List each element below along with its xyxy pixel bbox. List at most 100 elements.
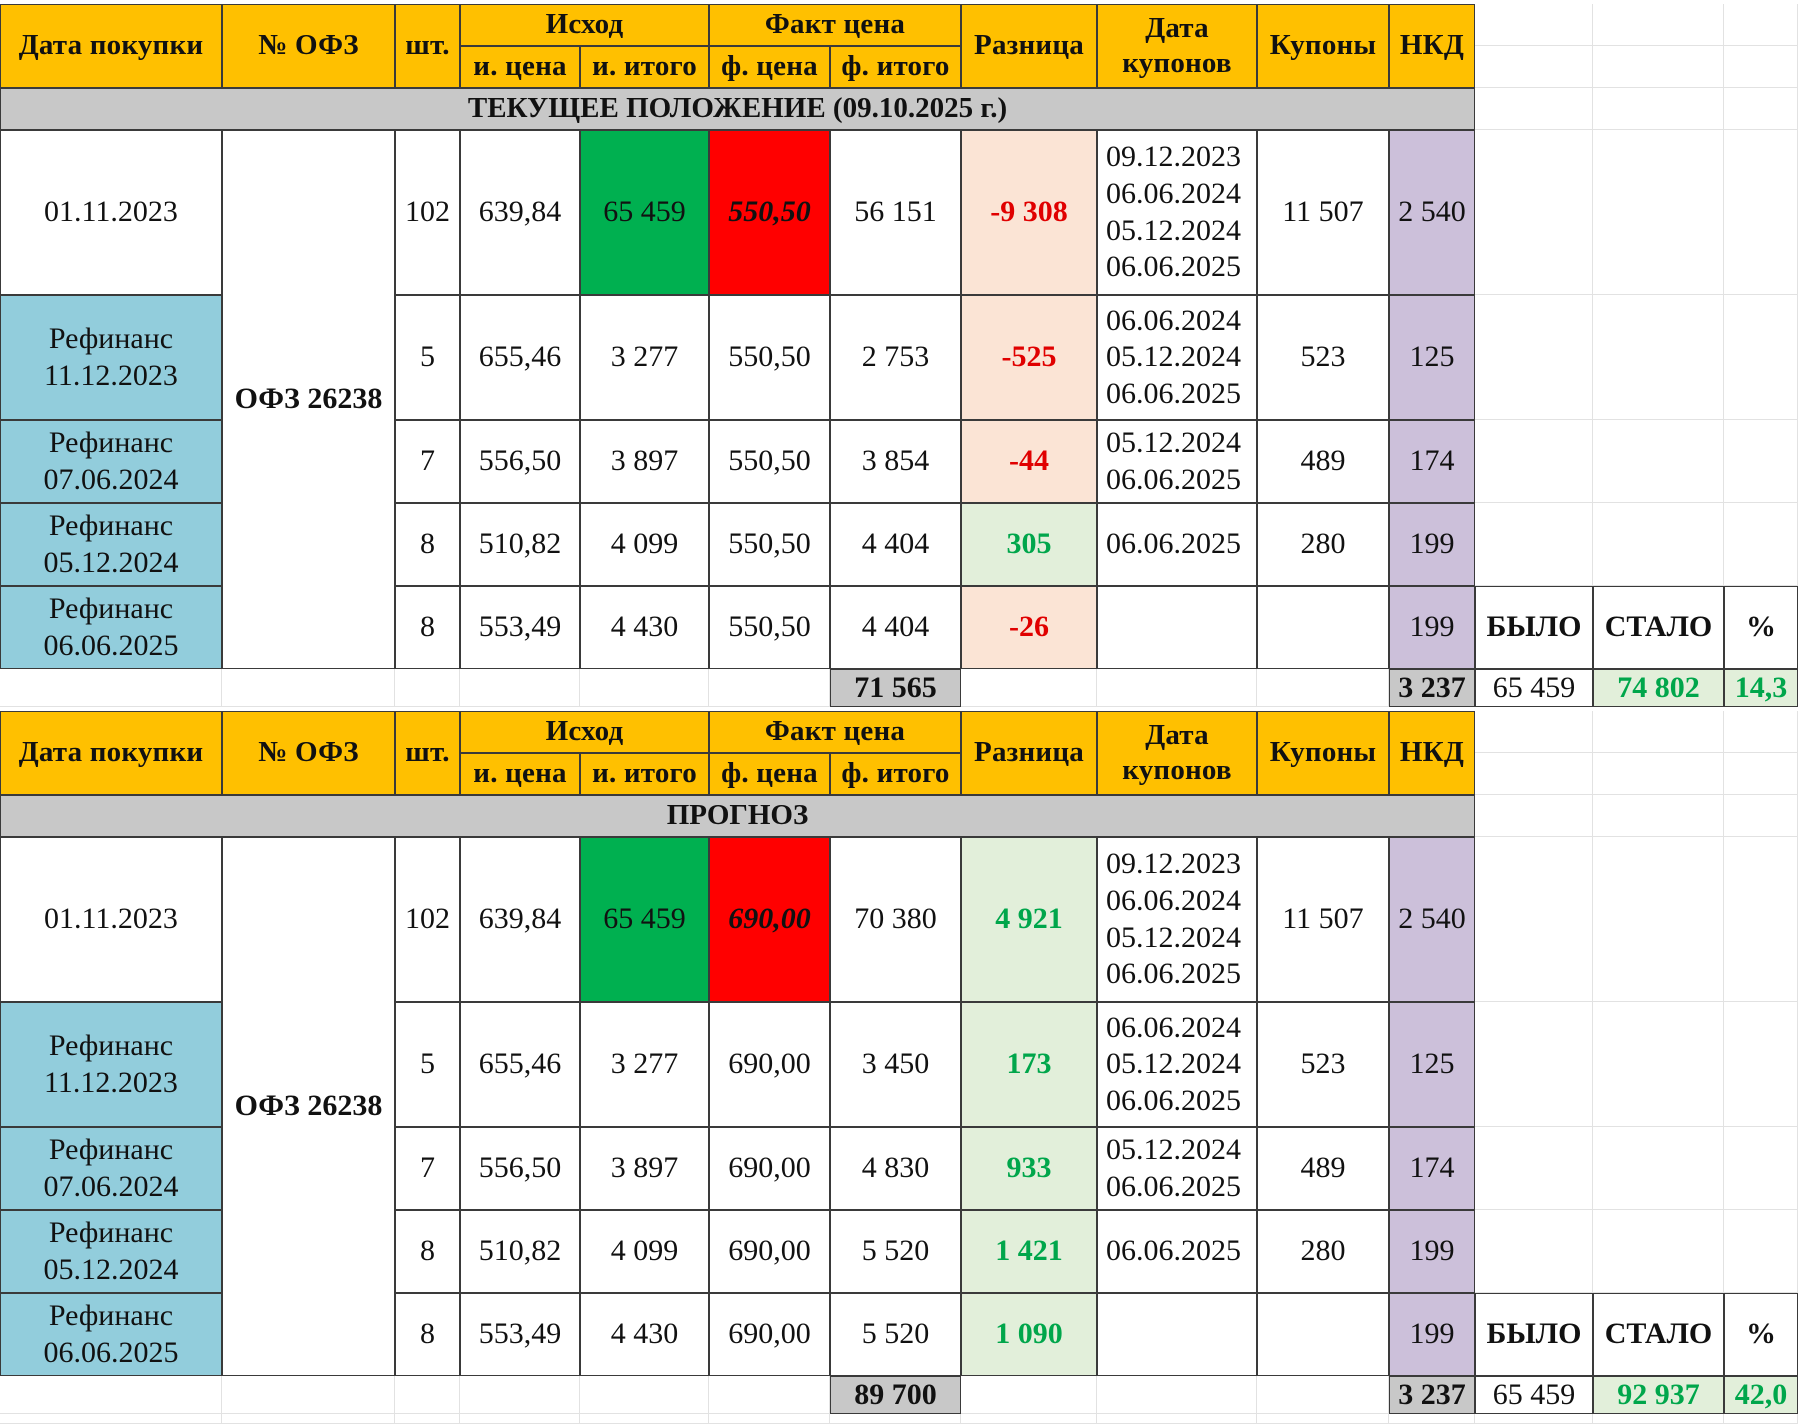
initial-price[interactable]: 556,50 bbox=[460, 420, 580, 503]
grid-cell[interactable] bbox=[1593, 88, 1724, 130]
difference[interactable]: 1 090 bbox=[961, 1293, 1097, 1376]
initial-price[interactable]: 655,46 bbox=[460, 1002, 580, 1127]
coupons[interactable]: 523 bbox=[1257, 295, 1389, 420]
grid-cell[interactable] bbox=[460, 1414, 580, 1424]
grid-cell[interactable] bbox=[1593, 1210, 1724, 1293]
purchase-date[interactable]: Рефинанс 06.06.2025 bbox=[0, 586, 222, 669]
grid-cell[interactable] bbox=[1724, 795, 1798, 837]
coupons[interactable]: 11 507 bbox=[1257, 837, 1389, 1002]
grid-cell[interactable] bbox=[1475, 295, 1593, 420]
coupons[interactable] bbox=[1257, 586, 1389, 669]
grid-cell[interactable] bbox=[1593, 1414, 1724, 1424]
actual-total[interactable]: 2 753 bbox=[830, 295, 961, 420]
grid-cell[interactable] bbox=[1724, 420, 1798, 503]
initial-price[interactable]: 510,82 bbox=[460, 1210, 580, 1293]
actual-total[interactable]: 5 520 bbox=[830, 1210, 961, 1293]
grid-cell[interactable] bbox=[1593, 4, 1724, 46]
actual-price[interactable]: 550,50 bbox=[709, 295, 830, 420]
grid-cell[interactable] bbox=[1593, 711, 1724, 753]
grid-cell[interactable] bbox=[222, 1414, 395, 1424]
grid-cell[interactable] bbox=[1475, 1127, 1593, 1210]
grid-cell[interactable] bbox=[580, 1414, 709, 1424]
initial-total[interactable]: 3 277 bbox=[580, 295, 709, 420]
difference[interactable]: 4 921 bbox=[961, 837, 1097, 1002]
purchase-date[interactable]: Рефинанс 07.06.2024 bbox=[0, 420, 222, 503]
grid-cell[interactable] bbox=[1593, 420, 1724, 503]
initial-total[interactable]: 4 099 bbox=[580, 1210, 709, 1293]
purchase-date[interactable]: Рефинанс 07.06.2024 bbox=[0, 1127, 222, 1210]
grid-cell[interactable] bbox=[1724, 1210, 1798, 1293]
grid-cell[interactable] bbox=[1593, 46, 1724, 88]
difference[interactable]: 933 bbox=[961, 1127, 1097, 1210]
actual-price[interactable]: 550,50 bbox=[709, 420, 830, 503]
grid-cell[interactable] bbox=[1724, 4, 1798, 46]
grid-cell[interactable] bbox=[1475, 711, 1593, 753]
coupon-dates[interactable]: 06.06.2025 bbox=[1097, 503, 1257, 586]
purchase-date[interactable]: Рефинанс 05.12.2024 bbox=[0, 503, 222, 586]
actual-total[interactable]: 5 520 bbox=[830, 1293, 961, 1376]
nkd[interactable]: 199 bbox=[1389, 1210, 1475, 1293]
actual-price[interactable]: 690,00 bbox=[709, 837, 830, 1002]
nkd[interactable]: 199 bbox=[1389, 1293, 1475, 1376]
quantity[interactable]: 8 bbox=[395, 1210, 460, 1293]
grid-cell[interactable] bbox=[1475, 1002, 1593, 1127]
grid-cell[interactable] bbox=[1724, 753, 1798, 795]
coupons[interactable]: 280 bbox=[1257, 503, 1389, 586]
actual-total[interactable]: 3 450 bbox=[830, 1002, 961, 1127]
grid-cell[interactable] bbox=[830, 1414, 961, 1424]
coupon-dates[interactable]: 06.06.2024 05.12.2024 06.06.2025 bbox=[1097, 1002, 1257, 1127]
nkd[interactable]: 2 540 bbox=[1389, 130, 1475, 295]
coupons[interactable]: 280 bbox=[1257, 1210, 1389, 1293]
initial-price[interactable]: 639,84 bbox=[460, 130, 580, 295]
actual-price[interactable]: 550,50 bbox=[709, 130, 830, 295]
grid-cell[interactable] bbox=[1593, 753, 1724, 795]
grid-cell[interactable] bbox=[0, 669, 222, 707]
coupons[interactable]: 523 bbox=[1257, 1002, 1389, 1127]
quantity[interactable]: 7 bbox=[395, 420, 460, 503]
quantity[interactable]: 5 bbox=[395, 1002, 460, 1127]
grid-cell[interactable] bbox=[1389, 1414, 1475, 1424]
difference[interactable]: 305 bbox=[961, 503, 1097, 586]
grid-cell[interactable] bbox=[709, 669, 830, 707]
grid-cell[interactable] bbox=[1724, 1127, 1798, 1210]
nkd[interactable]: 2 540 bbox=[1389, 837, 1475, 1002]
initial-total[interactable]: 3 277 bbox=[580, 1002, 709, 1127]
grid-cell[interactable] bbox=[460, 669, 580, 707]
was-value[interactable]: 65 459 bbox=[1475, 1376, 1593, 1414]
difference[interactable]: -525 bbox=[961, 295, 1097, 420]
grid-cell[interactable] bbox=[1475, 1210, 1593, 1293]
nkd[interactable]: 199 bbox=[1389, 586, 1475, 669]
purchase-date[interactable]: Рефинанс 06.06.2025 bbox=[0, 1293, 222, 1376]
initial-price[interactable]: 510,82 bbox=[460, 503, 580, 586]
percent-value[interactable]: 42,0 bbox=[1724, 1376, 1798, 1414]
actual-price[interactable]: 690,00 bbox=[709, 1002, 830, 1127]
actual-price[interactable]: 690,00 bbox=[709, 1293, 830, 1376]
grid-cell[interactable] bbox=[1593, 1002, 1724, 1127]
grid-cell[interactable] bbox=[1593, 295, 1724, 420]
quantity[interactable]: 8 bbox=[395, 586, 460, 669]
nkd[interactable]: 125 bbox=[1389, 1002, 1475, 1127]
difference[interactable]: -9 308 bbox=[961, 130, 1097, 295]
grid-cell[interactable] bbox=[1257, 669, 1389, 707]
grid-cell[interactable] bbox=[0, 1376, 222, 1414]
difference[interactable]: 1 421 bbox=[961, 1210, 1097, 1293]
difference[interactable]: 173 bbox=[961, 1002, 1097, 1127]
initial-price[interactable]: 553,49 bbox=[460, 586, 580, 669]
initial-total[interactable]: 3 897 bbox=[580, 420, 709, 503]
quantity[interactable]: 7 bbox=[395, 1127, 460, 1210]
grid-cell[interactable] bbox=[1475, 88, 1593, 130]
coupons[interactable]: 489 bbox=[1257, 420, 1389, 503]
grid-cell[interactable] bbox=[1475, 420, 1593, 503]
nkd-total[interactable]: 3 237 bbox=[1389, 669, 1475, 707]
grid-cell[interactable] bbox=[1724, 46, 1798, 88]
nkd[interactable]: 174 bbox=[1389, 420, 1475, 503]
grid-cell[interactable] bbox=[1724, 295, 1798, 420]
coupons[interactable] bbox=[1257, 1293, 1389, 1376]
coupon-dates[interactable]: 09.12.2023 06.06.2024 05.12.2024 06.06.2… bbox=[1097, 130, 1257, 295]
coupon-dates[interactable]: 06.06.2025 bbox=[1097, 1210, 1257, 1293]
purchase-date[interactable]: 01.11.2023 bbox=[0, 837, 222, 1002]
grid-cell[interactable] bbox=[1257, 1376, 1389, 1414]
quantity[interactable]: 102 bbox=[395, 130, 460, 295]
initial-total[interactable]: 65 459 bbox=[580, 130, 709, 295]
coupon-dates[interactable] bbox=[1097, 1293, 1257, 1376]
